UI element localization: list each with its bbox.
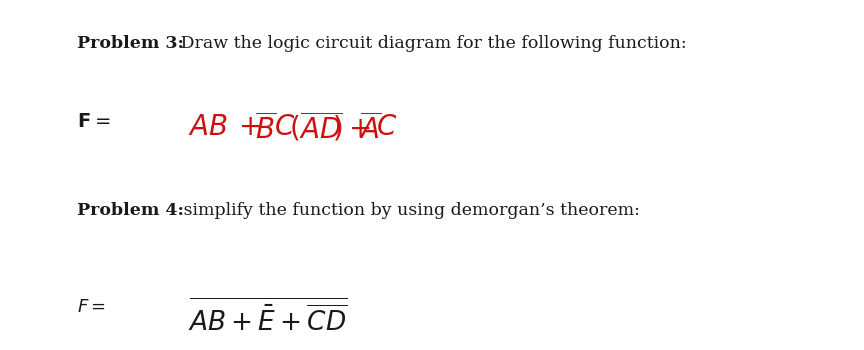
Text: Draw the logic circuit diagram for the following function:: Draw the logic circuit diagram for the f… <box>175 35 687 52</box>
Text: Problem 3:: Problem 3: <box>77 35 184 52</box>
Text: $\overline{A}$: $\overline{A}$ <box>359 113 382 145</box>
Text: $\overline{B}$: $\overline{B}$ <box>255 113 276 145</box>
Text: $\it{)+}$: $\it{)+}$ <box>332 113 371 142</box>
Text: $\it{AB}$: $\it{AB}$ <box>188 113 228 141</box>
Text: $\it{(}$: $\it{(}$ <box>289 113 300 142</box>
Text: $F =$: $F =$ <box>77 298 106 316</box>
Text: $\it{+}$: $\it{+}$ <box>238 113 260 141</box>
Text: $\it{C}$: $\it{C}$ <box>377 113 397 141</box>
Text: Problem 4:: Problem 4: <box>77 202 184 219</box>
Text: $\overline{AB+\bar{E}+\overline{CD}}$: $\overline{AB+\bar{E}+\overline{CD}}$ <box>188 298 348 336</box>
Text: $\mathbf{F} =$: $\mathbf{F} =$ <box>77 113 111 132</box>
Text: $\it{C}$: $\it{C}$ <box>274 113 295 141</box>
Text: $\overline{AD}$: $\overline{AD}$ <box>299 113 343 145</box>
Text: simplify the function by using demorgan’s theorem:: simplify the function by using demorgan’… <box>178 202 639 219</box>
